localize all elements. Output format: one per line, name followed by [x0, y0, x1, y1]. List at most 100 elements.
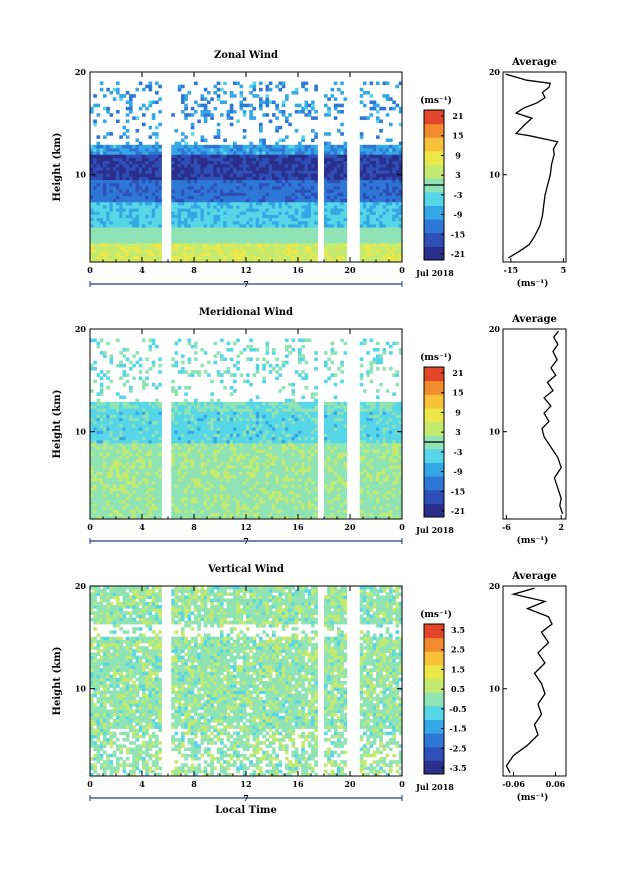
heatmap-cell — [288, 113, 292, 117]
heatmap-cell — [389, 192, 393, 196]
heatmap-cell — [106, 443, 110, 447]
heatmap-cell — [129, 214, 133, 219]
heatmap-cell — [103, 198, 107, 203]
heatmap-cell — [268, 87, 273, 92]
heatmap-cell — [129, 471, 133, 476]
heatmap-cell — [151, 401, 156, 406]
heatmap-cell — [190, 509, 195, 514]
heatmap-cell — [285, 157, 289, 162]
heatmap-cell — [194, 224, 198, 228]
heatmap-cell — [236, 81, 240, 86]
heatmap-cell — [155, 471, 159, 476]
heatmap-cell — [103, 236, 107, 241]
heatmap-cell — [158, 217, 162, 222]
heatmap-cell — [398, 182, 403, 187]
heatmap-cell — [129, 154, 133, 158]
heatmap-cell — [145, 258, 149, 263]
heatmap-cell — [324, 160, 328, 165]
heatmap-cell — [327, 97, 331, 101]
heatmap-cell — [119, 493, 123, 498]
heatmap-cell — [275, 205, 279, 209]
heatmap-cell — [135, 509, 140, 514]
heatmap-cell — [112, 439, 117, 444]
heatmap-cell — [135, 411, 140, 415]
heatmap-cell — [109, 198, 114, 203]
heatmap-cell — [372, 173, 377, 177]
heatmap-cell — [135, 496, 140, 501]
heatmap-cell — [190, 176, 195, 181]
heatmap-cell — [259, 151, 263, 155]
heatmap-cell — [298, 189, 302, 193]
heatmap-cell — [304, 179, 309, 184]
heatmap-cell — [395, 239, 400, 244]
heatmap-cell — [93, 189, 97, 193]
heatmap-cell — [194, 81, 198, 86]
heatmap-cell — [181, 167, 185, 171]
heatmap-cell — [223, 176, 227, 181]
heatmap-cell — [184, 474, 188, 479]
heatmap-cell — [226, 116, 231, 120]
heatmap-cell — [184, 449, 188, 453]
heatmap-cell — [132, 239, 136, 244]
heatmap-cell — [233, 167, 237, 171]
heatmap-cell — [330, 205, 335, 209]
heatmap-cell — [363, 230, 367, 234]
heatmap-cell — [109, 405, 114, 409]
heatmap-cell — [142, 255, 146, 260]
heatmap-cell — [392, 224, 396, 228]
heatmap-cell — [255, 201, 260, 206]
heatmap-cell — [288, 217, 292, 222]
heatmap-cell — [304, 239, 309, 244]
heatmap-cell — [236, 173, 240, 177]
heatmap-cell — [376, 230, 380, 234]
heatmap-cell — [281, 211, 286, 215]
heatmap-cell — [174, 439, 179, 444]
heatmap-cell — [132, 468, 136, 472]
heatmap-cell — [145, 186, 149, 190]
y-tick-label: 20 — [75, 67, 87, 77]
heatmap-cell — [265, 154, 270, 158]
heatmap-cell — [203, 198, 208, 203]
heatmap-cell — [389, 170, 393, 174]
heatmap-cell — [129, 233, 133, 238]
heatmap-cell — [252, 211, 257, 215]
heatmap-cell — [138, 458, 143, 463]
heatmap-cell — [207, 205, 211, 209]
heatmap-cell — [155, 503, 159, 507]
heatmap-cell — [197, 417, 201, 422]
heatmap-cell — [398, 252, 403, 257]
heatmap-cell — [187, 195, 192, 200]
heatmap-cell — [242, 148, 247, 152]
heatmap-cell — [116, 227, 120, 231]
heatmap-cell — [392, 208, 396, 212]
heatmap-cell — [177, 87, 182, 92]
heatmap-cell — [184, 496, 188, 501]
heatmap-cell — [106, 246, 110, 250]
heatmap-cell — [259, 255, 263, 260]
heatmap-cell — [116, 208, 120, 212]
heatmap-cell — [197, 446, 201, 450]
heatmap-cell — [106, 341, 110, 346]
heatmap-cell — [132, 401, 136, 406]
heatmap-cell — [252, 252, 257, 257]
heatmap-cell — [359, 258, 364, 263]
heatmap-cell — [177, 236, 182, 241]
heatmap-cell — [138, 420, 143, 425]
heatmap-cell — [343, 205, 348, 209]
heatmap-cell — [116, 119, 120, 124]
heatmap-cell — [275, 255, 279, 260]
heatmap-cell — [145, 233, 149, 238]
heatmap-cell — [288, 144, 292, 149]
heatmap-cell — [229, 186, 234, 190]
heatmap-cell — [135, 443, 140, 447]
heatmap-cell — [398, 154, 403, 158]
heatmap-cell — [90, 481, 94, 485]
heatmap-cell — [363, 236, 367, 241]
heatmap-cell — [119, 214, 123, 219]
heatmap-cell — [125, 100, 130, 105]
heatmap-cell — [119, 97, 123, 101]
heatmap-cell — [207, 201, 211, 206]
heatmap-cell — [255, 220, 260, 225]
heatmap-cell — [158, 503, 162, 507]
heatmap-cell — [158, 427, 162, 431]
